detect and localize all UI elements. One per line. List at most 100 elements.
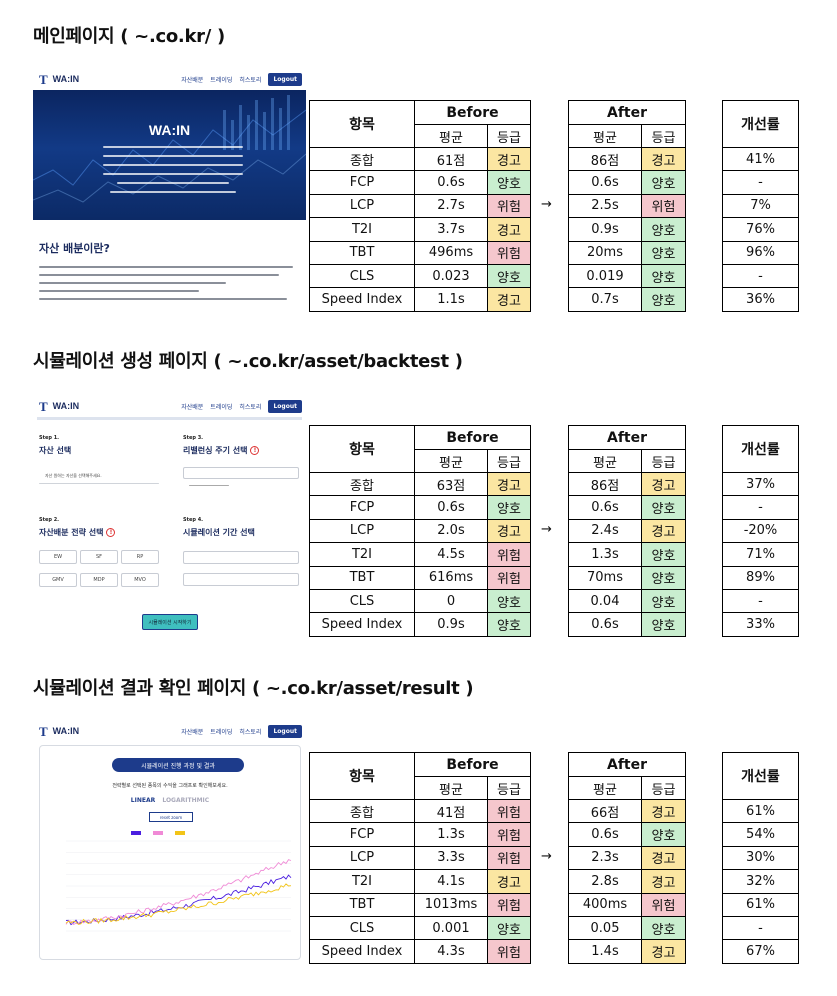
cell-before: 4.3s xyxy=(414,939,488,964)
cell-after: 2.8s xyxy=(568,869,642,894)
table-row: 67% xyxy=(722,939,799,964)
cell-item: T2I xyxy=(309,542,415,567)
col-avg: 평균 xyxy=(414,124,488,148)
cell-before: 1.1s xyxy=(414,287,488,312)
cell-item: TBT xyxy=(309,892,415,917)
thumb-header: T WA:IN 자산배분 트레이딩 히스토리 Logout xyxy=(33,68,306,90)
thumb-nav: 자산배분 트레이딩 히스토리 Logout xyxy=(181,399,302,413)
cell-item: FCP xyxy=(309,495,415,520)
cell-improvement: - xyxy=(722,170,799,195)
result-improve-table: 개선률 61% 54% 30% 32% 61% -67% xyxy=(722,752,799,964)
chart-line xyxy=(65,883,292,925)
strategy-mvo: MVO xyxy=(121,573,159,587)
tab-logarithmic: LOGARITHMIC xyxy=(162,797,210,804)
thumb-nav: 자산배분 트레이딩 히스토리 Logout xyxy=(181,724,302,738)
cell-improvement: 30% xyxy=(722,845,799,871)
table-row: 0.05 양호 xyxy=(568,915,686,941)
table-row: 0.6s 양호 xyxy=(568,170,686,195)
nav-trading: 트레이딩 xyxy=(210,728,233,736)
nav-trading: 트레이딩 xyxy=(210,403,233,411)
hero-background xyxy=(33,95,306,203)
col-avg: 평균 xyxy=(414,776,488,800)
table-row: 37% xyxy=(722,471,799,497)
cell-improvement: 61% xyxy=(722,892,799,917)
cell-after-grade: 양호 xyxy=(641,915,686,941)
strategy-mdp: MDP xyxy=(80,573,118,587)
cell-after-grade: 경고 xyxy=(641,798,686,824)
cell-before: 0 xyxy=(414,588,488,614)
cell-after: 86점 xyxy=(568,471,642,497)
cell-before: 0.9s xyxy=(414,612,488,637)
col-after: After xyxy=(568,425,686,450)
table-row: 71% xyxy=(722,542,799,567)
cell-after: 0.6s xyxy=(568,822,642,847)
table-row: - xyxy=(722,915,799,941)
cell-improvement: 32% xyxy=(722,869,799,894)
table-row: 32% xyxy=(722,869,799,894)
cell-after-grade: 경고 xyxy=(641,471,686,497)
main-improve-table: 개선률 41% -7% 76% 96% -36% xyxy=(722,100,799,312)
hero-text-lines xyxy=(103,146,243,200)
result-after-table: After 평균 등급 66점 경고 0.6s 양호 2.3s 경고 2.8s 경고 400ms… xyxy=(568,752,686,964)
nav-asset: 자산배분 xyxy=(181,403,204,411)
cell-item: LCP xyxy=(309,845,415,871)
cell-item: T2I xyxy=(309,869,415,894)
main-page-screenshot: T WA:IN 자산배분 트레이딩 히스토리 Logout WA:IN 자산 배… xyxy=(33,68,306,312)
nav-history: 히스토리 xyxy=(239,728,262,736)
step2-label: Step 2. xyxy=(39,517,60,523)
col-avg: 평균 xyxy=(568,124,642,148)
intro-text-lines xyxy=(39,266,306,300)
cell-item: TBT xyxy=(309,565,415,590)
cell-after: 2.5s xyxy=(568,193,642,219)
table-row: 70ms 양호 xyxy=(568,565,686,590)
table-row: 종합 63점 경고 xyxy=(309,471,531,497)
cell-before: 4.5s xyxy=(414,542,488,567)
table-row: 2.4s 경고 xyxy=(568,518,686,544)
hero-title: WA:IN xyxy=(148,122,191,138)
rebalance-select xyxy=(183,467,299,479)
table-row: TBT 496ms 위험 xyxy=(309,240,531,265)
tab-linear: LINEAR xyxy=(130,797,156,804)
cell-before-grade: 경고 xyxy=(487,287,531,312)
col-grade: 등급 xyxy=(487,776,531,800)
table-row: Speed Index 4.3s 위험 xyxy=(309,939,531,964)
cell-after: 400ms xyxy=(568,892,642,917)
col-after: After xyxy=(568,752,686,777)
table-row: 1.3s 양호 xyxy=(568,542,686,567)
cell-before-grade: 경고 xyxy=(487,146,531,172)
table-row: 86점 경고 xyxy=(568,471,686,497)
table-row: 0.04 양호 xyxy=(568,588,686,614)
result-line-chart xyxy=(65,831,292,932)
end-date-field xyxy=(183,573,299,586)
cell-after: 0.6s xyxy=(568,495,642,520)
cell-after: 0.04 xyxy=(568,588,642,614)
table-row: 54% xyxy=(722,822,799,847)
cell-item: CLS xyxy=(309,588,415,614)
table-row: 7% xyxy=(722,193,799,219)
table-row: 종합 41점 위험 xyxy=(309,798,531,824)
table-row: 89% xyxy=(722,565,799,590)
col-item: 항목 xyxy=(309,752,415,800)
result-title: 시뮬레이션 진행 과정 및 결과 xyxy=(112,758,244,772)
col-avg: 평균 xyxy=(568,449,642,473)
arrow: → xyxy=(541,849,552,864)
table-row: 61% xyxy=(722,798,799,824)
table-row: 76% xyxy=(722,217,799,242)
table-row: 2.3s 경고 xyxy=(568,845,686,871)
thumb-header: T WA:IN 자산배분 트레이딩 히스토리 Logout xyxy=(33,395,306,417)
cell-after: 20ms xyxy=(568,240,642,265)
step1-label: Step 1. xyxy=(39,435,60,441)
strategy-sf: SF xyxy=(80,550,118,564)
step3-title: 리밸런싱 주기 선택! xyxy=(183,445,260,456)
table-row: 96% xyxy=(722,240,799,265)
cell-after: 66점 xyxy=(568,798,642,824)
backtest-after-table: After 평균 등급 86점 경고 0.6s 양호 2.4s 경고 1.3s 양호 70ms 양… xyxy=(568,425,686,637)
cell-after-grade: 경고 xyxy=(641,939,686,964)
result-card: 시뮬레이션 진행 과정 및 결과 전략별로 선택된 종목의 수익을 그래프로 확… xyxy=(39,745,301,960)
cell-improvement: -20% xyxy=(722,518,799,544)
cell-before-grade: 위험 xyxy=(487,822,531,847)
cell-improvement: 71% xyxy=(722,542,799,567)
logo-mark-icon: T xyxy=(39,398,48,414)
cell-improvement: 96% xyxy=(722,240,799,265)
cell-before-grade: 양호 xyxy=(487,170,531,195)
